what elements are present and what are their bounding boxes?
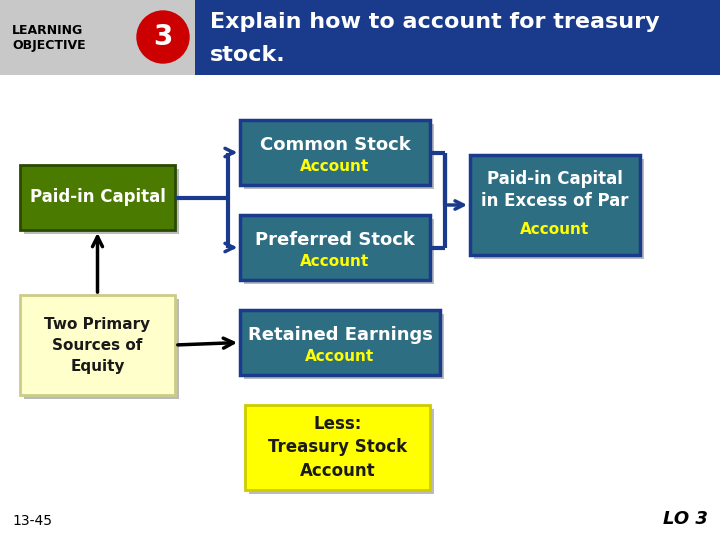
Text: stock.: stock. <box>210 45 286 65</box>
Text: 3: 3 <box>153 23 173 51</box>
Text: LO 3: LO 3 <box>663 510 708 528</box>
Bar <box>240 310 440 375</box>
Bar <box>245 405 430 490</box>
Bar <box>195 0 720 75</box>
Bar <box>20 165 175 230</box>
Text: Account: Account <box>300 254 369 269</box>
Text: Paid-in Capital: Paid-in Capital <box>30 188 166 206</box>
Bar <box>244 314 444 379</box>
Bar <box>474 159 644 259</box>
Bar <box>24 299 179 399</box>
Bar <box>249 409 434 494</box>
Text: LEARNING
OBJECTIVE: LEARNING OBJECTIVE <box>12 24 86 52</box>
Text: Explain how to account for treasury: Explain how to account for treasury <box>210 12 660 32</box>
Bar <box>0 0 195 75</box>
Bar <box>240 215 430 280</box>
Bar <box>244 219 434 284</box>
Text: Account: Account <box>305 349 374 364</box>
Text: Two Primary
Sources of
Equity: Two Primary Sources of Equity <box>45 316 150 374</box>
Bar <box>24 169 179 234</box>
Text: Common Stock: Common Stock <box>260 136 410 154</box>
Bar <box>470 155 640 255</box>
Text: 13-45: 13-45 <box>12 514 52 528</box>
Text: Less:
Treasury Stock
Account: Less: Treasury Stock Account <box>268 415 407 480</box>
Text: Preferred Stock: Preferred Stock <box>255 231 415 249</box>
Bar <box>20 295 175 395</box>
Bar <box>240 120 430 185</box>
Text: Retained Earnings: Retained Earnings <box>248 326 433 343</box>
Bar <box>244 124 434 189</box>
Circle shape <box>137 11 189 63</box>
Text: Account: Account <box>521 222 590 238</box>
Text: Account: Account <box>300 159 369 174</box>
Text: Paid-in Capital
in Excess of Par: Paid-in Capital in Excess of Par <box>481 170 629 210</box>
